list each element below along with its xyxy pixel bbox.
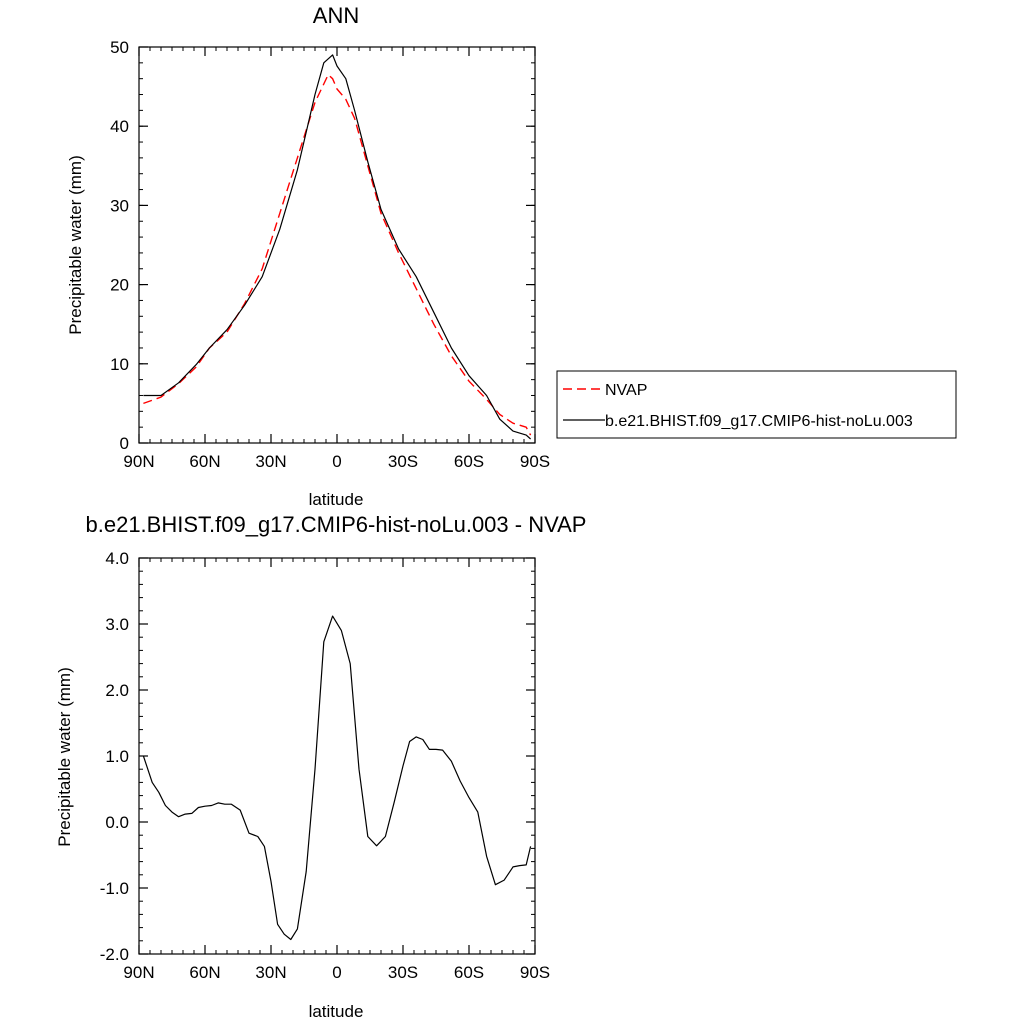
y-tick-label: 3.0 <box>105 615 129 634</box>
series-line-model <box>143 54 531 440</box>
y-tick-label: -1.0 <box>100 879 129 898</box>
series-line-nvap <box>143 73 532 436</box>
bottom-chart-title: b.e21.BHIST.f09_g17.CMIP6-hist-noLu.003 … <box>86 512 587 537</box>
bottom-panel: b.e21.BHIST.f09_g17.CMIP6-hist-noLu.003 … <box>55 512 586 1021</box>
top-panel: ANN 90N 60N 30N 0 30S 60S 90S 0 10 20 30 40 50 lati… <box>66 3 550 509</box>
top-x-tick-labels: 90N 60N 30N 0 30S 60S 90S <box>123 452 550 471</box>
x-tick-label: 0 <box>332 452 341 471</box>
x-tick-label: 0 <box>332 963 341 982</box>
bottom-y-axis-label: Precipitable water (mm) <box>55 667 74 847</box>
y-tick-label: 20 <box>110 276 129 295</box>
y-tick-label: 10 <box>110 355 129 374</box>
top-plot-frame <box>138 46 536 444</box>
x-tick-label: 60S <box>454 452 484 471</box>
x-tick-label: 30N <box>255 963 286 982</box>
top-y-tick-labels: 0 10 20 30 40 50 <box>110 38 129 453</box>
bottom-y-tick-labels: -2.0 -1.0 0.0 1.0 2.0 3.0 4.0 <box>100 549 129 964</box>
y-tick-label: 4.0 <box>105 549 129 568</box>
series-line-difference <box>142 615 532 941</box>
legend-label-model: b.e21.BHIST.f09_g17.CMIP6-hist-noLu.003 <box>605 413 913 430</box>
top-x-axis-label: latitude <box>309 490 364 509</box>
x-tick-label: 90N <box>123 452 154 471</box>
bottom-chart-series <box>142 615 532 941</box>
x-tick-label: 90S <box>520 963 550 982</box>
top-y-axis-label: Precipitable water (mm) <box>66 155 85 335</box>
y-tick-label: 50 <box>110 38 129 57</box>
bottom-plot-frame <box>138 557 536 955</box>
legend-frame <box>556 370 957 439</box>
y-tick-label: 30 <box>110 196 129 215</box>
y-tick-label: 0 <box>120 434 129 453</box>
legend-label-nvap: NVAP <box>605 382 647 399</box>
x-tick-label: 90S <box>520 452 550 471</box>
x-tick-label: 30S <box>388 452 418 471</box>
bottom-chart-ticks <box>138 557 536 955</box>
legend: NVAP b.e21.BHIST.f09_g17.CMIP6-hist-noLu… <box>556 370 957 439</box>
y-tick-label: 1.0 <box>105 747 129 766</box>
x-tick-label: 90N <box>123 963 154 982</box>
bottom-x-axis-label: latitude <box>309 1002 364 1021</box>
bottom-x-tick-labels: 90N 60N 30N 0 30S 60S 90S <box>123 963 550 982</box>
y-tick-label: 40 <box>110 117 129 136</box>
top-chart-series <box>143 54 532 440</box>
x-tick-label: 60N <box>189 963 220 982</box>
top-chart-title: ANN <box>313 3 359 28</box>
y-tick-label: 2.0 <box>105 681 129 700</box>
x-tick-label: 60N <box>189 452 220 471</box>
y-tick-label: -2.0 <box>100 945 129 964</box>
x-tick-label: 60S <box>454 963 484 982</box>
x-tick-label: 30N <box>255 452 286 471</box>
x-tick-label: 30S <box>388 963 418 982</box>
y-tick-label: 0.0 <box>105 813 129 832</box>
